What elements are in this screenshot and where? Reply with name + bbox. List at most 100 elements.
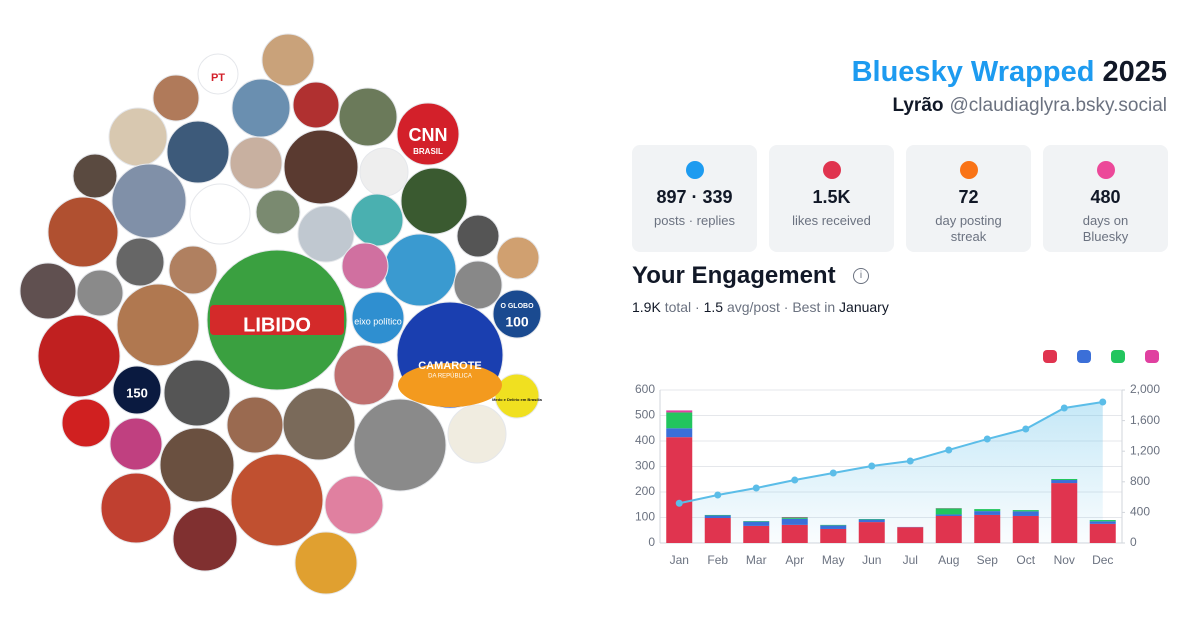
line — [679, 401, 1103, 505]
avatar-label: PT — [211, 72, 225, 84]
stat-value: 897 · 339 — [656, 187, 733, 207]
avatar-label: CNN — [409, 125, 448, 145]
avatar — [396, 102, 460, 166]
line-point — [1060, 404, 1068, 412]
avatar — [72, 153, 118, 199]
avatar — [494, 373, 540, 419]
avatar — [168, 245, 218, 295]
bar-segment — [974, 514, 1001, 543]
avatar — [189, 183, 251, 245]
y2-tick-label: 800 — [1130, 474, 1150, 488]
avatar — [231, 78, 291, 138]
bar-segment — [666, 437, 693, 543]
section-heading: Your Engagement — [632, 262, 836, 289]
legend-toggle[interactable] — [1043, 350, 1057, 363]
x-tick-label: Nov — [1054, 553, 1075, 567]
bar-segment — [1051, 478, 1078, 481]
x-tick-label: Feb — [707, 553, 728, 567]
x-tick-label: Jul — [903, 553, 918, 567]
bar-segment — [1012, 515, 1039, 543]
stat-value: 72 — [958, 187, 979, 207]
y-tick-label: 600 — [635, 382, 655, 396]
bar-segment — [935, 508, 962, 515]
avatar — [353, 398, 447, 492]
line-point — [791, 476, 799, 484]
avatar — [47, 196, 119, 268]
avatar — [116, 283, 200, 367]
avatar — [333, 344, 395, 406]
avatar — [297, 205, 355, 263]
bar-segment — [974, 509, 1001, 512]
stat-label: likes received — [792, 213, 871, 228]
line-point — [945, 446, 953, 454]
legend-toggle[interactable] — [1145, 350, 1159, 363]
bar-segment — [820, 525, 847, 529]
y-tick-label: 300 — [635, 459, 655, 473]
avatar-label: Medo e Delírio em Brasília — [492, 397, 543, 402]
bar-segment — [1012, 511, 1039, 516]
y2-tick-label: 400 — [1130, 505, 1150, 519]
bar-segment — [781, 516, 808, 518]
legend-toggle[interactable] — [1077, 350, 1091, 363]
avatar-label: O GLOBO — [500, 303, 534, 310]
avatar — [229, 136, 283, 190]
avatar — [166, 120, 230, 184]
bar-segment — [820, 528, 847, 543]
stat-value: 1.5K — [812, 187, 851, 207]
summary-total: 1.9K — [632, 299, 661, 315]
line-point — [1022, 425, 1030, 433]
avatar-label: 100 — [505, 314, 529, 330]
bar-segment — [781, 518, 808, 525]
avatar — [383, 233, 457, 307]
x-tick-label: Mar — [746, 553, 767, 567]
y-tick-label: 400 — [635, 433, 655, 447]
bar-segment — [781, 517, 808, 519]
bar-segment — [743, 521, 770, 522]
bar-segment — [974, 511, 1001, 515]
y2-tick-label: 1,600 — [1130, 413, 1160, 427]
avatar — [172, 506, 238, 572]
bar-segment — [704, 514, 731, 516]
avatar-label: BRASIL — [413, 147, 443, 156]
bar-segment — [1089, 521, 1116, 524]
avatar — [294, 531, 358, 595]
avatar — [111, 163, 187, 239]
avatar — [100, 472, 172, 544]
display-name: Lyrão — [892, 95, 944, 116]
avatar — [19, 262, 77, 320]
avatar — [163, 359, 231, 427]
x-tick-label: Sep — [977, 553, 999, 567]
y-tick-label: 200 — [635, 484, 655, 498]
avatar — [447, 404, 507, 464]
bar-segment — [666, 412, 693, 429]
y2-tick-label: 2,000 — [1130, 382, 1160, 396]
stat-label: posts · replies — [654, 213, 735, 228]
avatar — [324, 475, 384, 535]
x-tick-label: Apr — [785, 553, 804, 567]
x-tick-label: Jun — [862, 553, 881, 567]
bar-segment — [666, 428, 693, 438]
handle: @claudiaglyra.bsky.social — [949, 95, 1167, 116]
bar-segment — [1012, 510, 1039, 512]
bar-segment — [897, 527, 924, 543]
legend-toggle[interactable] — [1111, 350, 1125, 363]
user: Lyrão @claudiaglyra.bsky.social — [892, 95, 1167, 117]
stat-card: 480 days on Bluesky — [1043, 145, 1168, 252]
stat-card: 72 day posting streak — [906, 145, 1031, 252]
avatar — [496, 236, 540, 280]
bar-segment — [666, 410, 693, 413]
avatar — [109, 417, 163, 471]
avatar-label: LIBIDO — [243, 314, 311, 336]
stat-card: 897 · 339 posts · replies — [632, 145, 757, 252]
bar-segment — [704, 515, 731, 519]
info-icon[interactable]: i — [853, 268, 869, 284]
summary-text: total · — [664, 299, 700, 315]
avatar-label: CAMAROTE — [418, 360, 482, 372]
bar-segment — [743, 525, 770, 543]
line-area — [679, 402, 1103, 543]
y-tick-label: 100 — [635, 510, 655, 524]
avatar — [351, 291, 405, 345]
bar-segment — [743, 521, 770, 526]
